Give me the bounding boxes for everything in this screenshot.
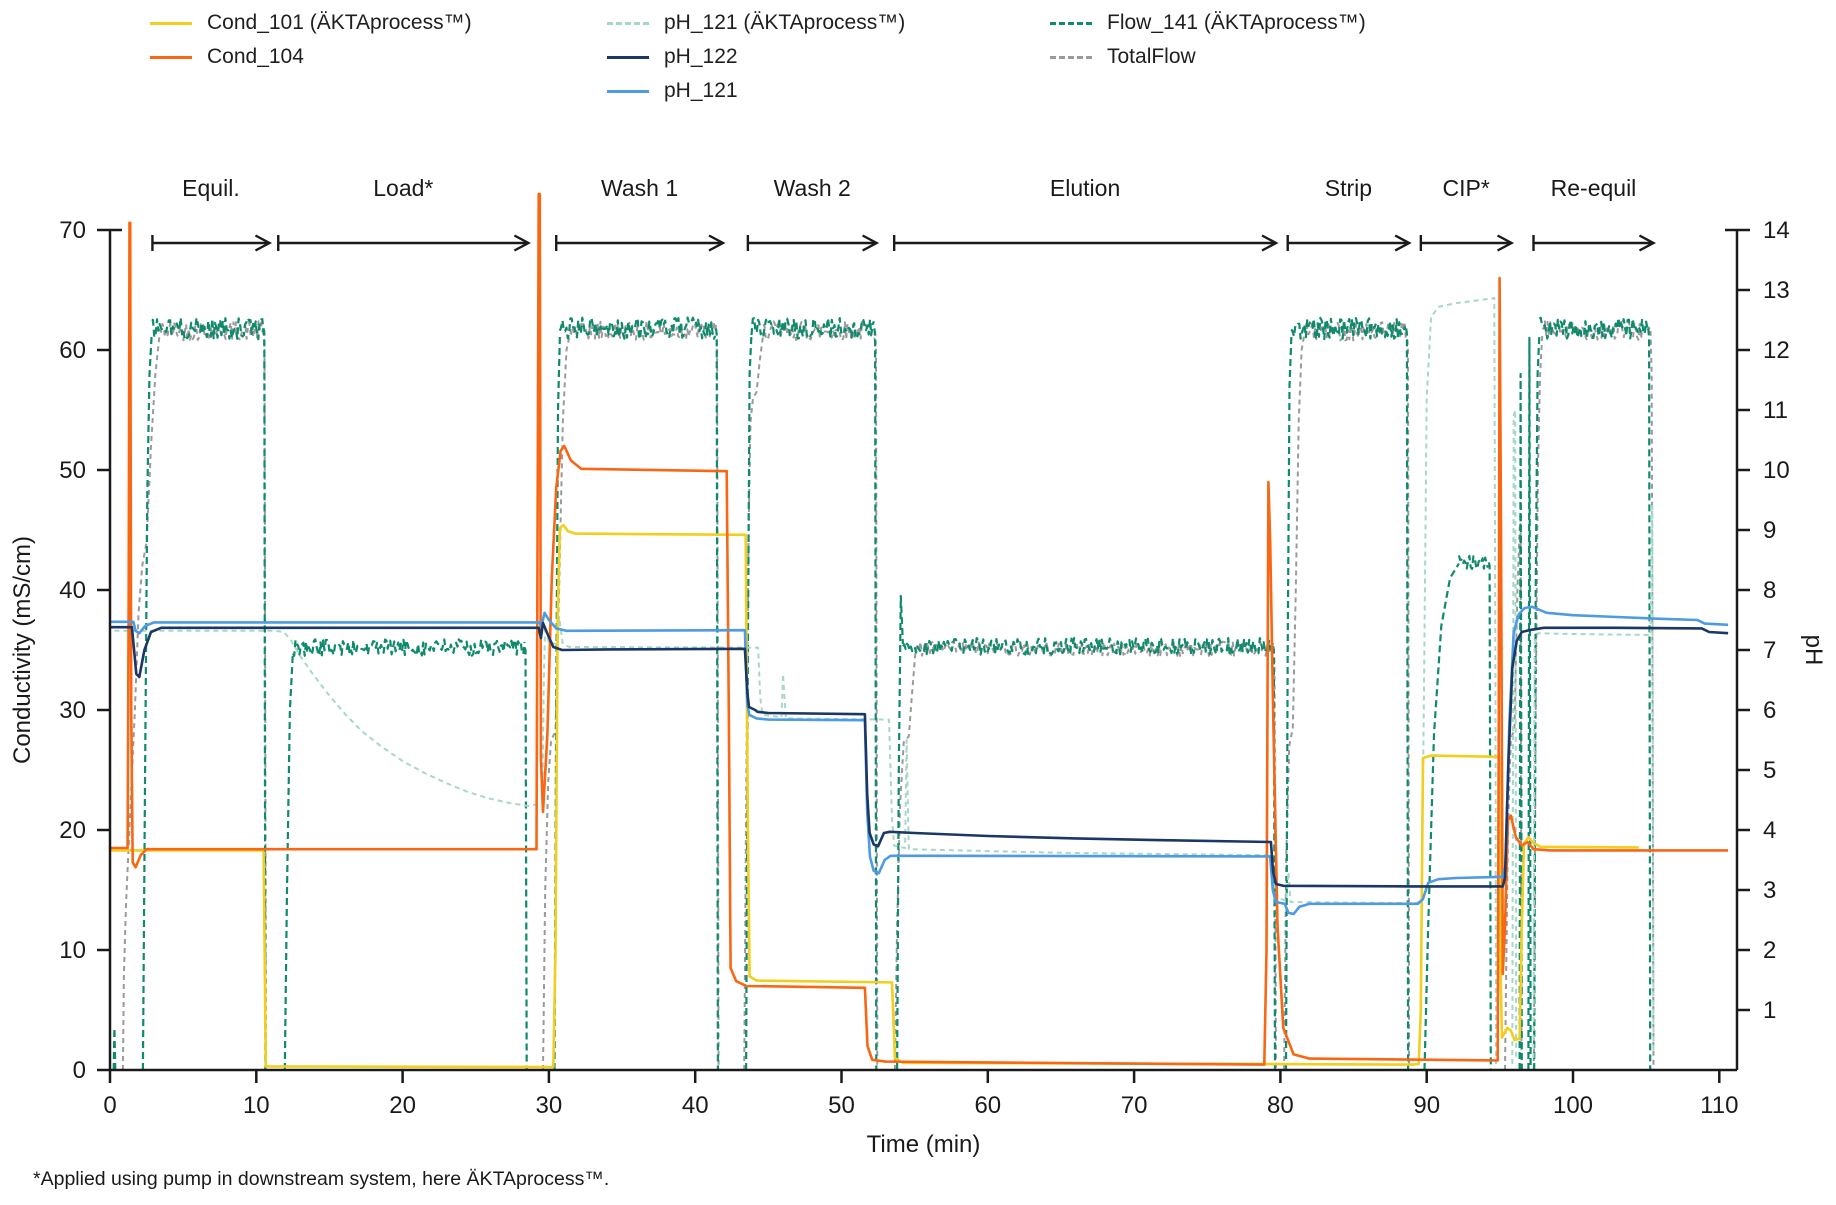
right-axis-title: pH bbox=[1800, 635, 1827, 666]
x-tick-label: 80 bbox=[1267, 1092, 1294, 1119]
legend-item-Cond_101: Cond_101 (ÄKTAprocess™) bbox=[150, 6, 472, 40]
x-tick-label: 100 bbox=[1553, 1092, 1593, 1119]
x-axis: 0 10 20 30 40 50 60 70 80 90 100 110 bbox=[103, 1070, 1738, 1119]
x-tick-label: 70 bbox=[1121, 1092, 1148, 1119]
legend-label-TotalFlow: TotalFlow bbox=[1107, 45, 1196, 68]
legend-swatch-pH_121 bbox=[607, 89, 649, 93]
y-axis-left: 0 10 20 30 40 50 60 70 bbox=[59, 217, 110, 1084]
right-tick-label: 14 bbox=[1763, 217, 1790, 244]
phase-annotations: Equil. Load* Wash 1 Wash 2 Elution Strip CIP* R… bbox=[151, 175, 1657, 252]
legend-item-pH_122: pH_122 bbox=[607, 40, 905, 74]
left-tick-label: 30 bbox=[59, 697, 86, 724]
phase-re-equil: Re-equil bbox=[1532, 175, 1657, 252]
x-tick-label: 110 bbox=[1700, 1092, 1738, 1119]
x-tick-label: 40 bbox=[682, 1092, 709, 1119]
legend-swatch-Cond_101 bbox=[150, 21, 192, 25]
series-pH_122 bbox=[110, 621, 1729, 888]
phase-label: Re-equil bbox=[1551, 175, 1637, 201]
left-tick-label: 10 bbox=[59, 937, 86, 964]
legend-swatch-pH_122 bbox=[607, 55, 649, 59]
legend-swatch-pH_121_AKTA bbox=[607, 21, 649, 25]
legend-item-TotalFlow: TotalFlow bbox=[1050, 40, 1366, 74]
footnote-text: *Applied using pump in downstream system… bbox=[33, 1168, 609, 1191]
phase-strip: Strip bbox=[1286, 175, 1412, 252]
phase-label: CIP* bbox=[1443, 175, 1490, 201]
left-tick-label: 0 bbox=[73, 1057, 86, 1084]
x-tick-label: 20 bbox=[389, 1092, 416, 1119]
left-tick-label: 20 bbox=[59, 817, 86, 844]
legend-column-3: Flow_141 (ÄKTAprocess™) TotalFlow bbox=[1050, 6, 1366, 74]
right-tick-label: 9 bbox=[1763, 517, 1776, 544]
phase-equil-: Equil. bbox=[151, 175, 273, 252]
right-tick-label: 5 bbox=[1763, 757, 1776, 784]
x-tick-label: 90 bbox=[1413, 1092, 1440, 1119]
legend-label-pH_122: pH_122 bbox=[664, 45, 738, 68]
x-tick-label: 0 bbox=[103, 1092, 116, 1119]
series-Cond_104 bbox=[110, 192, 1729, 1066]
legend-label-Flow_141: Flow_141 (ÄKTAprocess™) bbox=[1107, 11, 1366, 34]
series-Cond_101 bbox=[110, 523, 1639, 1069]
right-tick-label: 8 bbox=[1763, 577, 1776, 604]
right-tick-label: 2 bbox=[1763, 937, 1776, 964]
phase-label: Load* bbox=[373, 175, 433, 201]
legend-item-pH_121: pH_121 bbox=[607, 74, 905, 108]
right-tick-label: 4 bbox=[1763, 817, 1776, 844]
legend-item-Cond_104: Cond_104 bbox=[150, 40, 472, 74]
phase-wash-1: Wash 1 bbox=[555, 175, 726, 252]
legend-label-pH_121: pH_121 bbox=[664, 79, 738, 102]
left-tick-label: 50 bbox=[59, 457, 86, 484]
phase-cip-: CIP* bbox=[1419, 175, 1515, 252]
x-tick-label: 30 bbox=[536, 1092, 563, 1119]
legend-label-Cond_101: Cond_101 (ÄKTAprocess™) bbox=[207, 11, 472, 34]
legend-swatch-Cond_104 bbox=[150, 55, 192, 59]
x-tick-label: 50 bbox=[828, 1092, 855, 1119]
legend-column-1: Cond_101 (ÄKTAprocess™) Cond_104 bbox=[150, 6, 472, 74]
left-axis-title: Conductivity (mS/cm) bbox=[9, 536, 36, 764]
phase-label: Strip bbox=[1325, 175, 1372, 201]
phase-label: Equil. bbox=[182, 175, 240, 201]
plot-series bbox=[110, 192, 1729, 1071]
right-tick-label: 6 bbox=[1763, 697, 1776, 724]
right-tick-label: 3 bbox=[1763, 877, 1776, 904]
legend-item-pH_121_AKTA: pH_121 (ÄKTAprocess™) bbox=[607, 6, 905, 40]
phase-label: Wash 2 bbox=[774, 175, 851, 201]
x-axis-title: Time (min) bbox=[867, 1131, 981, 1158]
left-tick-label: 70 bbox=[59, 217, 86, 244]
phase-label: Wash 1 bbox=[601, 175, 678, 201]
phase-label: Elution bbox=[1050, 175, 1120, 201]
right-tick-label: 7 bbox=[1763, 637, 1776, 664]
legend-column-2: pH_121 (ÄKTAprocess™) pH_122 pH_121 bbox=[607, 6, 905, 108]
phase-wash-2: Wash 2 bbox=[746, 175, 880, 252]
footnote-label: *Applied using pump in downstream system… bbox=[33, 1168, 610, 1190]
legend-label-Cond_104: Cond_104 bbox=[207, 45, 304, 68]
legend-swatch-Flow_141 bbox=[1050, 21, 1092, 25]
phase-load-: Load* bbox=[277, 175, 531, 252]
right-tick-label: 1 bbox=[1763, 997, 1776, 1024]
right-tick-label: 10 bbox=[1763, 457, 1790, 484]
series-Flow_141 bbox=[112, 316, 1652, 1071]
legend: Cond_101 (ÄKTAprocess™) Cond_104 pH_121 (Ä… bbox=[0, 0, 1836, 125]
x-tick-label: 10 bbox=[243, 1092, 270, 1119]
series-pH_121_AKTA bbox=[114, 296, 1655, 1065]
left-tick-label: 60 bbox=[59, 337, 86, 364]
series-pH_121 bbox=[110, 605, 1729, 916]
x-tick-label: 60 bbox=[974, 1092, 1001, 1119]
left-tick-label: 40 bbox=[59, 577, 86, 604]
phase-elution: Elution bbox=[892, 175, 1279, 252]
legend-item-Flow_141: Flow_141 (ÄKTAprocess™) bbox=[1050, 6, 1366, 40]
legend-label-pH_121_AKTA: pH_121 (ÄKTAprocess™) bbox=[664, 11, 906, 34]
right-tick-label: 12 bbox=[1763, 337, 1790, 364]
right-tick-label: 11 bbox=[1763, 397, 1788, 424]
right-tick-label: 13 bbox=[1763, 277, 1790, 304]
legend-swatch-TotalFlow bbox=[1050, 55, 1092, 59]
